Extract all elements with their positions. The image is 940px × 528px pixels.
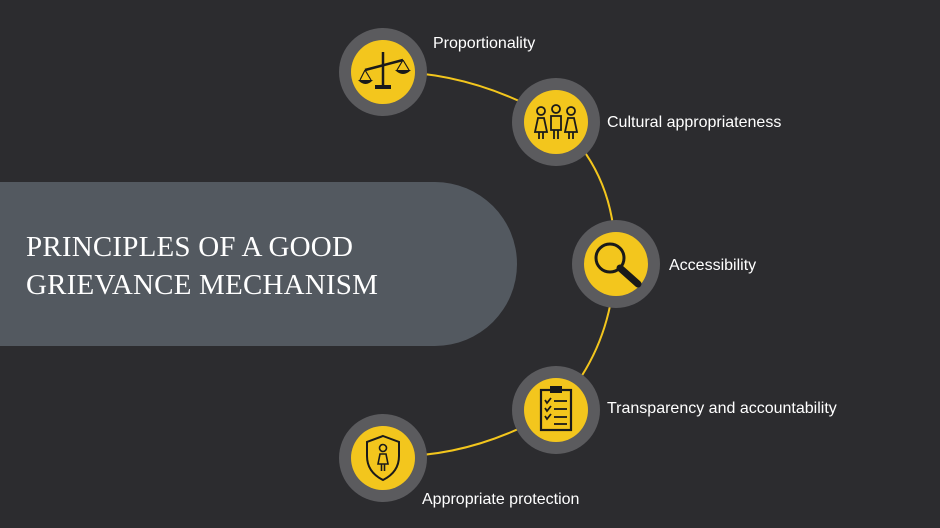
node-disc — [524, 90, 588, 154]
scales-icon — [358, 52, 411, 89]
label-proportionality: Proportionality — [433, 35, 536, 52]
shield-person-icon — [366, 434, 400, 482]
title-line-2: GRIEVANCE MECHANISM — [26, 269, 379, 301]
node-disc — [584, 232, 648, 296]
label-accessibility: Accessibility — [669, 257, 757, 274]
title-banner — [0, 182, 517, 346]
magnifying-glass-icon — [594, 242, 642, 288]
node-cultural-appropriateness — [512, 78, 600, 166]
node-accessibility — [572, 220, 660, 308]
people-group-icon — [533, 104, 579, 139]
node-disc — [524, 378, 588, 442]
node-proportionality — [339, 28, 427, 116]
node-appropriate-protection — [339, 414, 427, 502]
node-disc — [351, 40, 415, 104]
node-transparency-accountability — [512, 366, 600, 454]
label-cultural-appropriateness: Cultural appropriateness — [607, 114, 782, 131]
label-appropriate-protection: Appropriate protection — [422, 491, 580, 508]
label-transparency-accountability: Transparency and accountability — [607, 400, 837, 417]
node-disc — [351, 426, 415, 490]
page-title: PRINCIPLES OF A GOOD GRIEVANCE MECHANISM — [26, 228, 496, 304]
clipboard-checklist-icon — [539, 386, 573, 432]
title-line-1: PRINCIPLES OF A GOOD — [26, 231, 354, 263]
